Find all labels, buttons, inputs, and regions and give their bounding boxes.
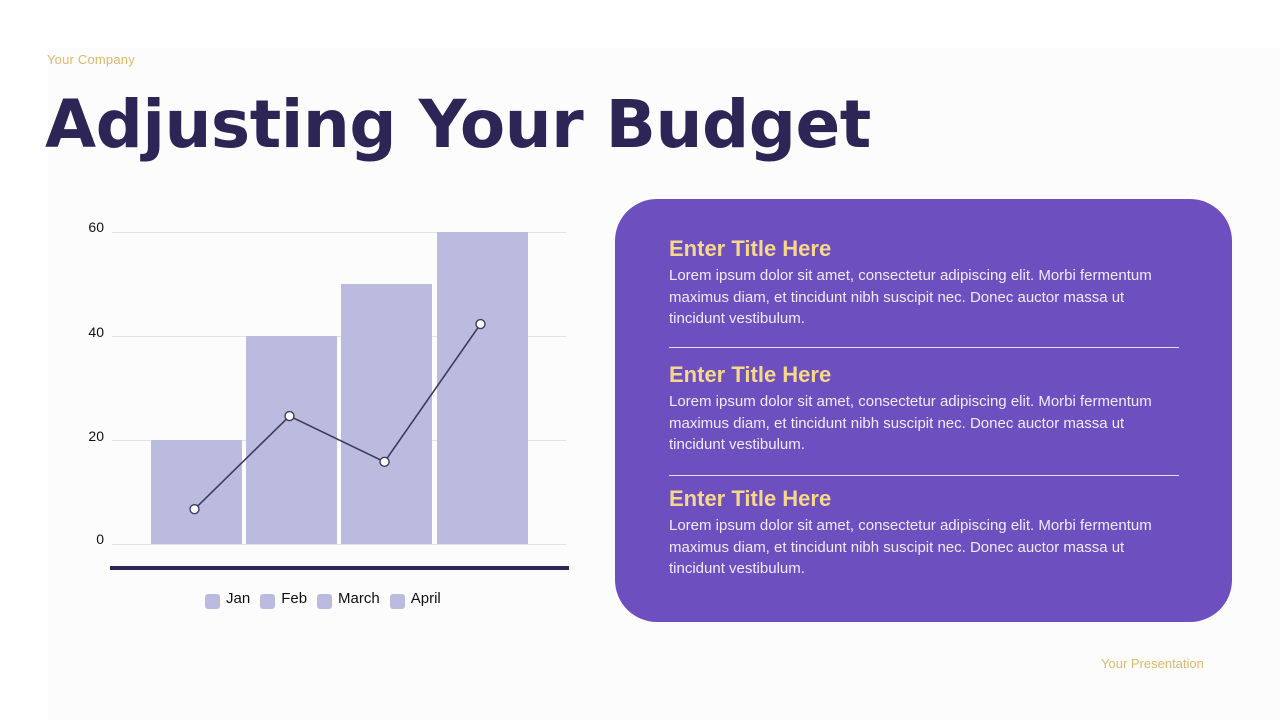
section-body: Lorem ipsum dolor sit amet, consectetur … [669,393,1152,454]
gridline-40 [112,336,566,337]
slide-title: Adjusting Your Budget [45,86,871,163]
line-point-marker [284,410,295,422]
legend-item-april: April [389,588,441,609]
bar-march [341,284,432,544]
legend-swatch [389,594,405,609]
legend-item-feb: Feb [260,588,307,609]
chart-legend: Jan Feb March April [205,588,441,609]
budget-chart: 60 40 20 0 Jan Feb March April [0,0,600,720]
legend-label: March [338,590,380,607]
y-tick-0: 0 [96,531,104,547]
info-card: Enter Title Here Lorem ipsum dolor sit a… [615,199,1232,622]
legend-swatch [205,594,220,609]
line-series [189,318,486,515]
line-point-marker [379,456,390,468]
legend-item-march: March [317,588,380,609]
section-title: Enter Title Here [669,236,832,261]
gridline-0 [112,544,566,545]
bar-jan [151,440,242,544]
legend-label: Jan [226,590,251,607]
card-section-1: Enter Title Here Lorem ipsum dolor sit a… [669,236,1179,330]
company-name: Your Company [47,52,135,67]
bar-feb [246,336,337,544]
section-divider [669,475,1179,476]
y-tick-20: 20 [88,428,104,444]
y-tick-60: 60 [88,219,104,235]
bar-april [437,232,528,544]
presentation-name: Your Presentation [1101,656,1204,671]
chart-baseline [110,566,569,570]
legend-item-jan: Jan [205,588,250,609]
section-title: Enter Title Here [669,362,832,387]
legend-swatch [260,594,276,609]
card-section-2: Enter Title Here Lorem ipsum dolor sit a… [669,362,1179,456]
line-point-marker [189,503,200,515]
legend-label: April [410,590,441,607]
y-tick-40: 40 [88,324,104,340]
legend-label: Feb [281,590,308,607]
section-title: Enter Title Here [669,486,832,511]
section-divider [669,347,1179,348]
card-section-3: Enter Title Here Lorem ipsum dolor sit a… [669,486,1179,580]
gridline-60 [112,232,566,233]
section-body: Lorem ipsum dolor sit amet, consectetur … [669,517,1152,578]
section-body: Lorem ipsum dolor sit amet, consectetur … [669,267,1152,328]
line-point-marker [475,318,486,330]
legend-swatch [317,594,333,609]
